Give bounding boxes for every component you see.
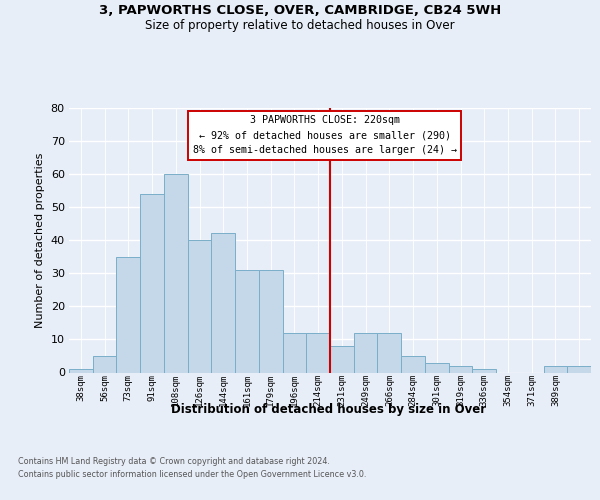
Bar	[425, 362, 449, 372]
Bar	[401, 356, 425, 372]
Text: Distribution of detached houses by size in Over: Distribution of detached houses by size …	[171, 402, 487, 415]
Bar	[544, 366, 567, 372]
Text: Contains HM Land Registry data © Crown copyright and database right 2024.
Contai: Contains HM Land Registry data © Crown c…	[18, 458, 367, 479]
Bar	[116, 256, 140, 372]
Bar	[211, 234, 235, 372]
Text: 3 PAPWORTHS CLOSE: 220sqm
← 92% of detached houses are smaller (290)
8% of semi-: 3 PAPWORTHS CLOSE: 220sqm ← 92% of detac…	[193, 116, 457, 155]
Bar	[235, 270, 259, 372]
Bar	[69, 369, 93, 372]
Bar	[567, 366, 591, 372]
Bar	[449, 366, 472, 372]
Text: 3, PAPWORTHS CLOSE, OVER, CAMBRIDGE, CB24 5WH: 3, PAPWORTHS CLOSE, OVER, CAMBRIDGE, CB2…	[99, 4, 501, 17]
Bar	[377, 333, 401, 372]
Bar	[188, 240, 211, 372]
Bar	[283, 333, 306, 372]
Bar	[164, 174, 188, 372]
Bar	[140, 194, 164, 372]
Text: Size of property relative to detached houses in Over: Size of property relative to detached ho…	[145, 19, 455, 32]
Bar	[93, 356, 116, 372]
Bar	[259, 270, 283, 372]
Bar	[330, 346, 354, 372]
Bar	[306, 333, 330, 372]
Bar	[354, 333, 377, 372]
Bar	[472, 369, 496, 372]
Y-axis label: Number of detached properties: Number of detached properties	[35, 152, 45, 328]
